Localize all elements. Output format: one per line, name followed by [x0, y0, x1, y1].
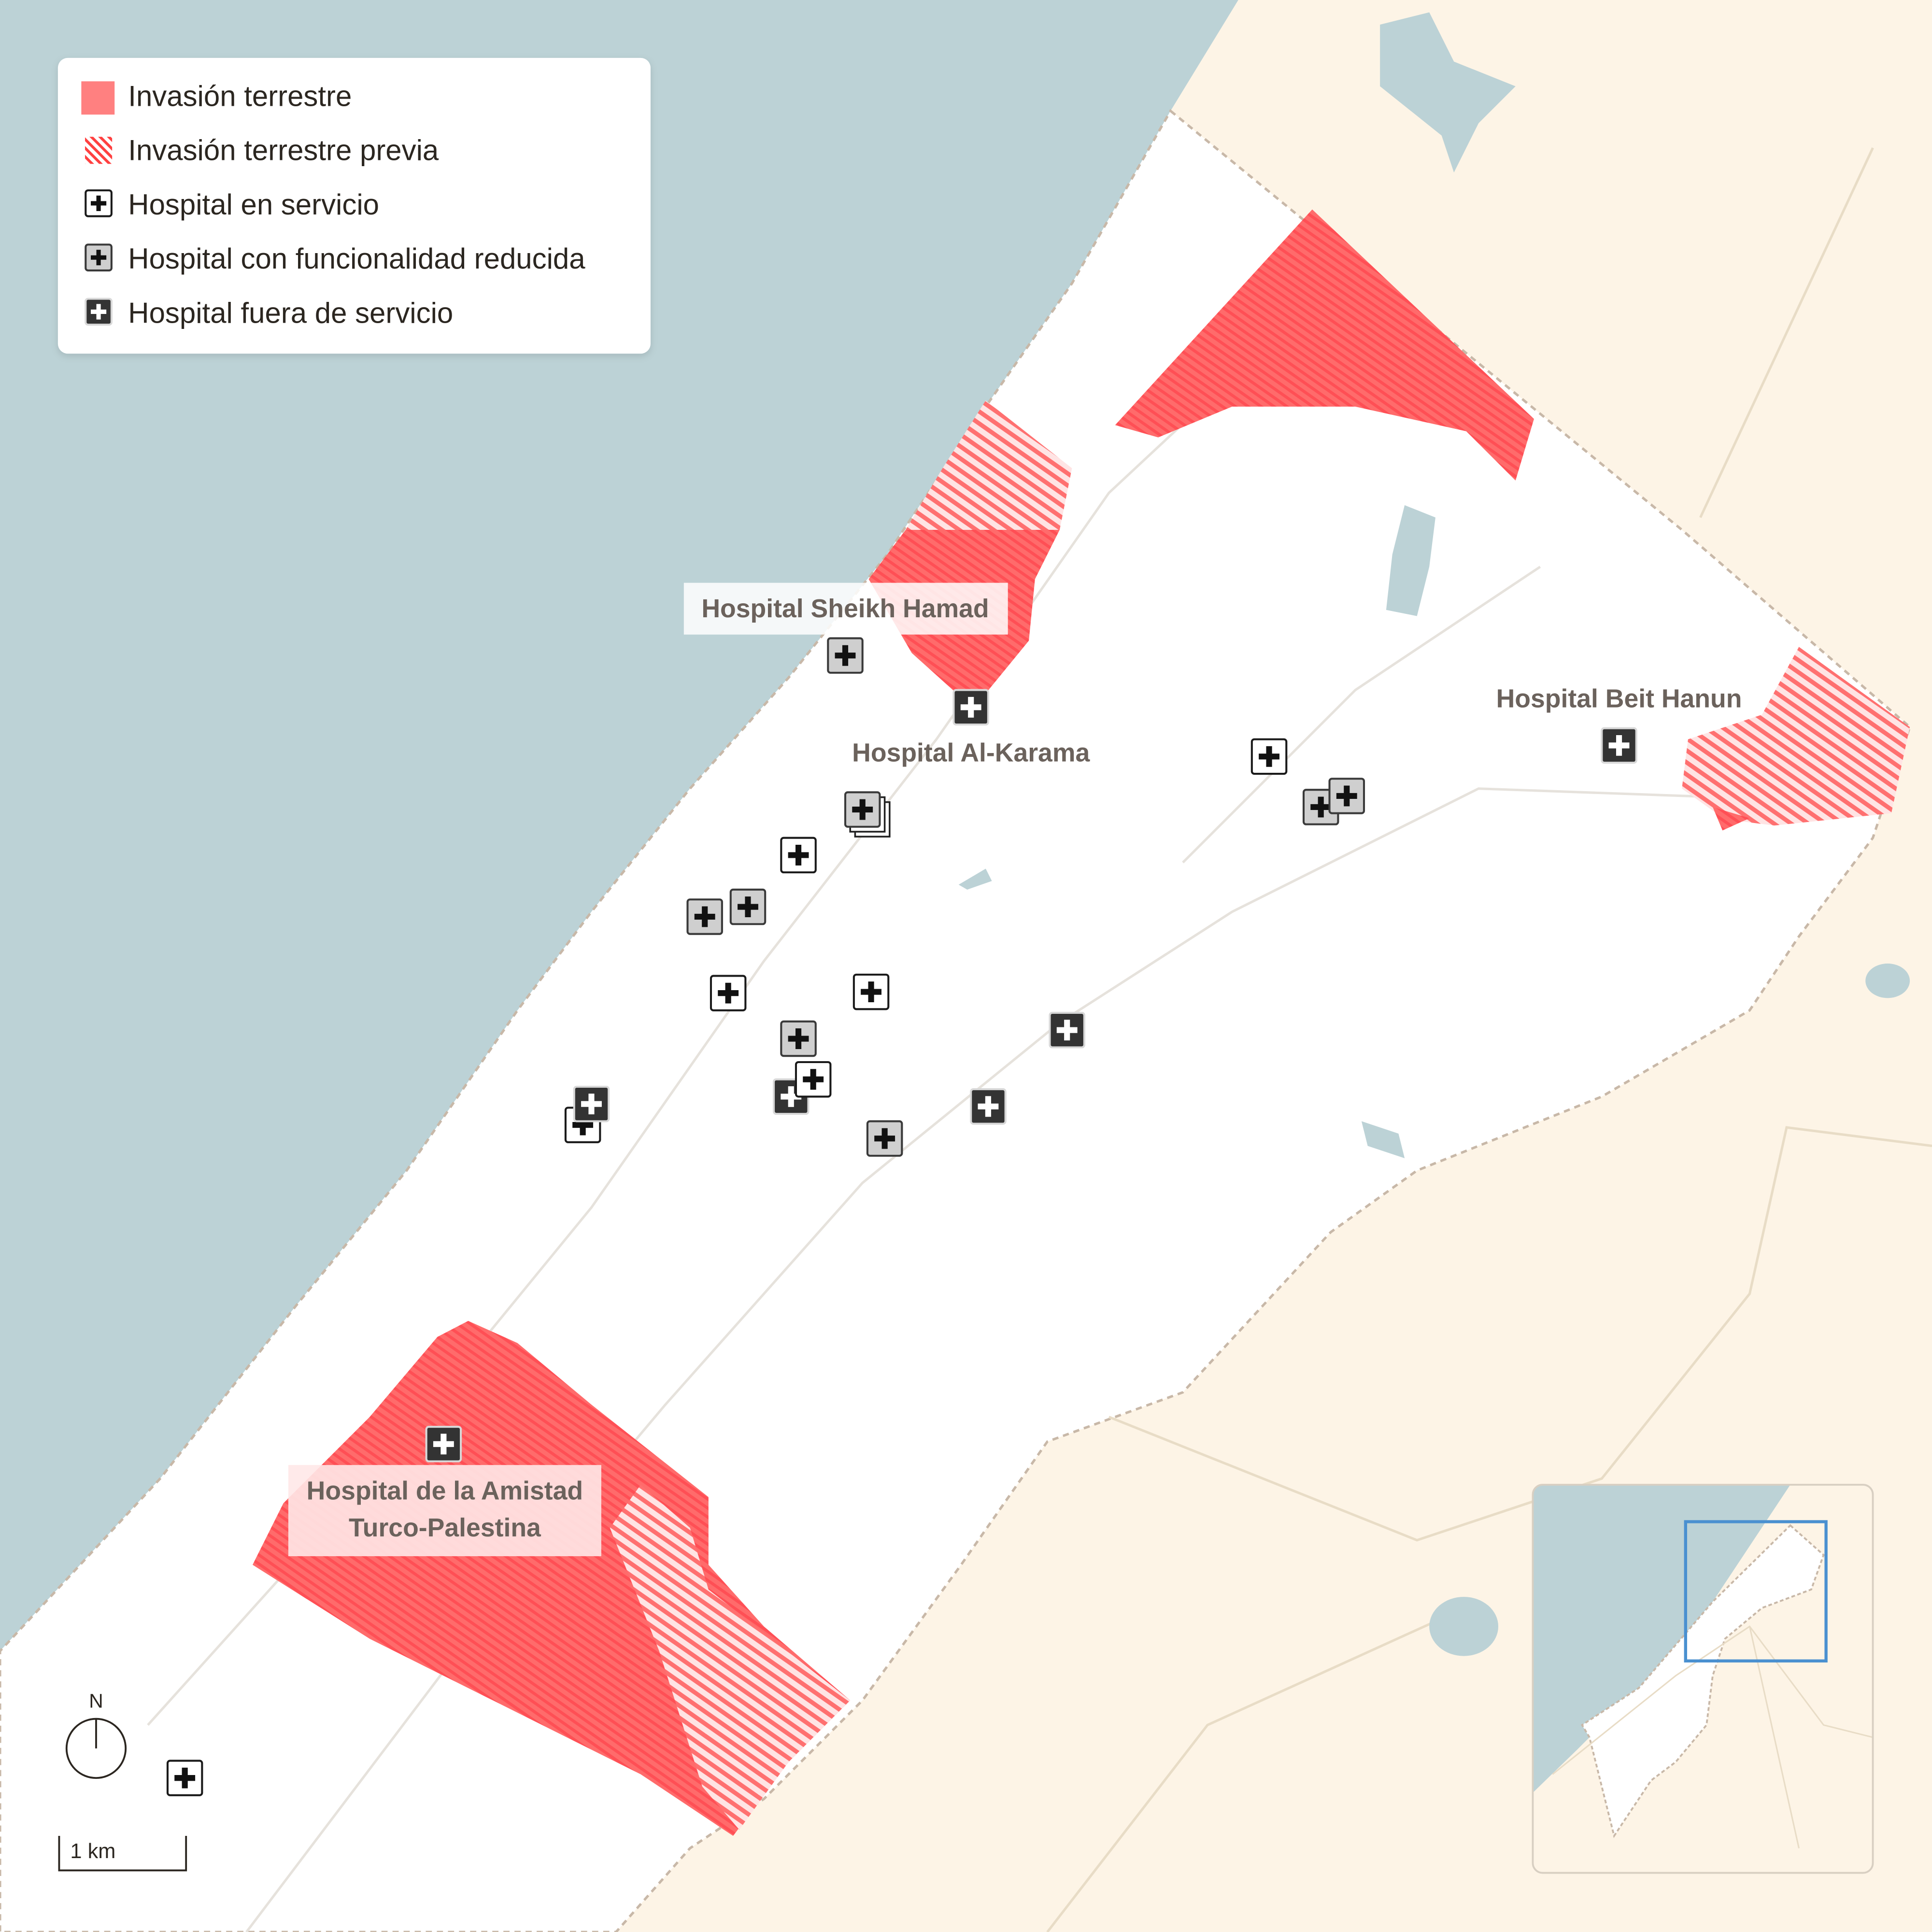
hospital-reduced-icon[interactable] — [686, 898, 723, 935]
hospital-in-service-icon[interactable] — [166, 1760, 203, 1796]
invasion-areas — [252, 209, 1910, 1836]
hospital-reduced-icon[interactable] — [1328, 778, 1365, 814]
hatched-red-swatch — [85, 137, 113, 164]
invasion-beit-hanun-previous — [1682, 647, 1910, 826]
invasion-coast-previous — [906, 400, 1072, 530]
invasion-south-previous — [610, 1484, 851, 1830]
solid-red-swatch — [81, 81, 115, 115]
hospital-in-service-icon — [85, 189, 113, 217]
label-turco-palestina: Hospital de la Amistad Turco-Palestina — [288, 1465, 601, 1556]
hospital-in-service-icon[interactable] — [1250, 738, 1288, 775]
hospital-reduced-icon — [85, 243, 113, 271]
legend-label: Invasión terrestre — [128, 80, 352, 112]
label-text: Hospital Sheikh Hamad — [701, 595, 989, 623]
legend-label: Hospital con funcionalidad reducida — [128, 242, 585, 275]
label-text: Turco-Palestina — [349, 1514, 541, 1542]
locator-inset — [1532, 1484, 1874, 1874]
invasion-beit-hanun — [1712, 807, 1750, 831]
hospital-out-of-service-icon[interactable] — [1601, 727, 1637, 764]
sea — [0, 0, 1238, 1651]
hospital-out-of-service-icon[interactable] — [425, 1426, 462, 1463]
water-bodies — [958, 12, 1910, 1656]
north-arrow: N — [65, 1690, 127, 1779]
hospital-out-of-service-icon[interactable] — [970, 1088, 1007, 1125]
hospital-in-service-icon[interactable] — [780, 837, 817, 874]
hospital-out-of-service-icon[interactable] — [1049, 1011, 1085, 1049]
hospital-reduced-icon[interactable] — [729, 888, 767, 925]
hospital-in-service-icon[interactable] — [710, 975, 747, 1011]
hospital-reduced-icon[interactable] — [780, 1020, 817, 1057]
label-al-karama: Hospital Al-Karama — [852, 739, 1090, 767]
hospital-reduced-icon[interactable] — [844, 791, 881, 828]
hospital-reduced-icon[interactable] — [827, 637, 864, 674]
legend: Invasión terrestre Invasión terrestre pr… — [57, 57, 651, 354]
hospital-reduced-icon[interactable] — [866, 1120, 903, 1157]
legend-label: Hospital fuera de servicio — [128, 297, 453, 329]
label-beit-hanun: Hospital Beit Hanun — [1496, 684, 1742, 713]
label-text: Hospital de la Amistad — [307, 1477, 583, 1506]
hospital-in-service-icon[interactable] — [852, 973, 890, 1010]
scale-bar: 1 km — [58, 1836, 187, 1872]
legend-label: Invasión terrestre previa — [128, 134, 439, 167]
locator-box — [1684, 1520, 1828, 1662]
invasion-north — [1115, 209, 1534, 481]
north-label: N — [89, 1690, 103, 1712]
hospital-markers — [166, 637, 1637, 1796]
hospital-out-of-service-icon — [85, 298, 113, 326]
hospital-out-of-service-icon[interactable] — [573, 1085, 610, 1122]
hospital-out-of-service-icon[interactable] — [952, 689, 989, 726]
label-sheikh-hamad: Hospital Sheikh Hamad — [683, 582, 1008, 635]
scale-label: 1 km — [70, 1840, 115, 1863]
hospital-in-service-icon[interactable] — [795, 1061, 832, 1098]
legend-label: Hospital en servicio — [128, 188, 379, 221]
